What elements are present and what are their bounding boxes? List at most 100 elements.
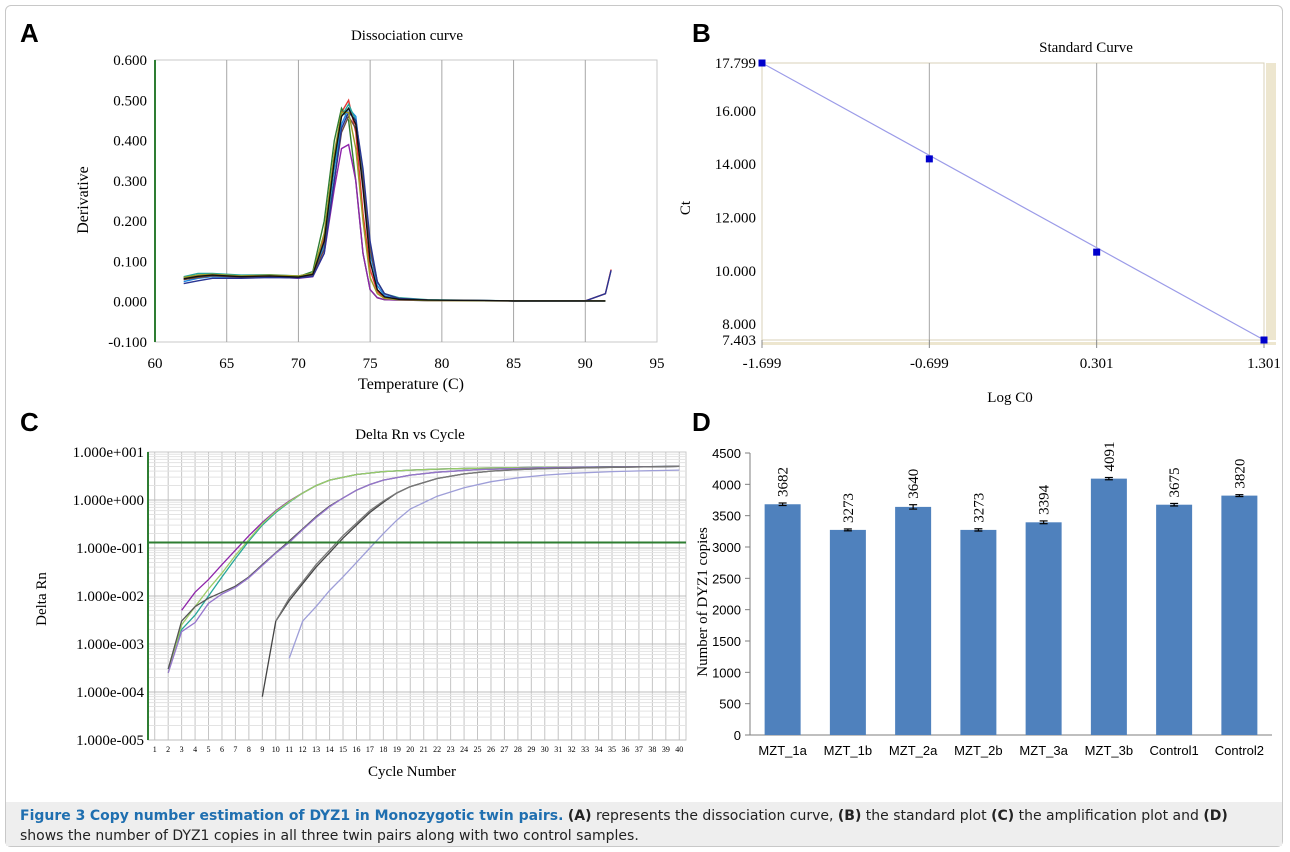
- chart-c-x-tick-label: 19: [393, 745, 401, 754]
- chart-c-y-tick-label: 1.000e-001: [76, 541, 144, 557]
- chart-a-y-tick-label: 0.500: [113, 93, 147, 109]
- chart-d-value-label: 4091: [1102, 442, 1118, 472]
- chart-c-y-tick-label: 1.000e-005: [76, 733, 144, 749]
- chart-c-x-tick-label: 20: [406, 745, 414, 754]
- chart-d-value-label: 3682: [776, 467, 792, 497]
- chart-b-x-tick-label: 0.301: [1080, 356, 1114, 372]
- chart-c-x-tick-label: 22: [433, 745, 441, 754]
- chart-c-x-tick-label: 34: [595, 745, 603, 754]
- chart-c-title: Delta Rn vs Cycle: [355, 427, 465, 443]
- chart-b-data-point: [925, 155, 933, 163]
- panel-letter-a: A: [20, 18, 39, 48]
- panel-letter-c: C: [20, 407, 39, 437]
- chart-d-bar: [764, 504, 801, 735]
- chart-d-x-tick-label: MZT_3b: [1085, 743, 1133, 758]
- chart-c-x-tick-label: 10: [272, 745, 280, 754]
- chart-b-x-tick-label: 1.301: [1247, 356, 1281, 372]
- caption-text-a: represents the dissociation curve,: [591, 808, 838, 824]
- chart-c-x-tick-label: 33: [581, 745, 589, 754]
- chart-d-value-label: 3820: [1232, 459, 1248, 489]
- chart-b-x-label: Log C0: [987, 390, 1032, 406]
- chart-c-x-tick-label: 9: [260, 745, 264, 754]
- figure-frame: [5, 5, 1283, 847]
- chart-d-bar: [1090, 478, 1127, 735]
- chart-c-x-tick-label: 29: [527, 745, 535, 754]
- caption-ref-c: (C): [991, 808, 1015, 824]
- chart-b-frame-band-bottom: [762, 342, 1276, 345]
- chart-d-bar: [895, 506, 932, 735]
- chart-b-y-tick-label: 8.000: [722, 317, 756, 333]
- chart-c-x-tick-label: 17: [366, 745, 374, 754]
- chart-d-x-tick-label: Control1: [1150, 743, 1199, 758]
- chart-d-value-label: 3273: [971, 493, 987, 523]
- chart-c-x-tick-label: 8: [247, 745, 251, 754]
- chart-c-y-tick-label: 1.000e-004: [76, 685, 144, 701]
- chart-b-y-tick-label: 7.403: [722, 333, 756, 349]
- chart-b-y-tick-label: 10.000: [715, 264, 756, 280]
- chart-c-x-tick-label: 11: [285, 745, 293, 754]
- chart-c-x-tick-label: 3: [180, 745, 184, 754]
- chart-d-y-tick-label: 3000: [712, 540, 741, 555]
- chart-b-y-label: Ct: [678, 200, 694, 215]
- chart-c-x-tick-label: 5: [207, 745, 211, 754]
- chart-d-value-label: 3640: [906, 469, 922, 499]
- chart-c-y-tick-label: 1.000e+000: [73, 493, 144, 509]
- chart-d-value-label: 3394: [1037, 484, 1053, 515]
- chart-panel-d: 0 500 1000 1500 2000 2500 3000 3500 4000 4500 368…: [695, 442, 1272, 758]
- chart-a-y-label: Derivative: [75, 166, 92, 234]
- chart-b-data-point: [1093, 248, 1101, 256]
- chart-d-x-tick-label: MZT_3a: [1019, 743, 1068, 758]
- chart-a-x-tick-label: 75: [363, 356, 378, 372]
- chart-c-y-tick-label: 1.000e-003: [76, 637, 144, 653]
- chart-panel-b: Standard Curve 17.799 16.000 14.000 12.000 1…: [678, 40, 1281, 406]
- chart-d-y-tick-label: 4000: [712, 477, 741, 492]
- chart-b-x-tick-label: -1.699: [743, 356, 782, 372]
- chart-b-title: Standard Curve: [1039, 40, 1133, 56]
- chart-c-x-tick-label: 32: [568, 745, 576, 754]
- chart-d-bar: [1221, 495, 1258, 735]
- chart-b-y-tick-label: 14.000: [715, 157, 756, 173]
- chart-c-x-tick-label: 7: [233, 745, 237, 754]
- chart-a-series-line: [183, 107, 606, 302]
- figure-caption: Figure 3 Copy number estimation of DYZ1 …: [20, 806, 1270, 846]
- chart-c-y-tick-label: 1.000e+001: [73, 445, 144, 461]
- chart-b-data-point: [1260, 336, 1268, 344]
- chart-c-y-tick-label: 1.000e-002: [76, 589, 144, 605]
- chart-a-y-tick-label: -0.100: [108, 335, 147, 351]
- chart-a-y-tick-label: 0.400: [113, 134, 147, 150]
- caption-title: Copy number estimation of DYZ1 in Monozy…: [89, 808, 564, 824]
- caption-ref-d: (D): [1203, 808, 1228, 824]
- chart-d-bar: [829, 529, 866, 735]
- caption-background: [6, 802, 1282, 846]
- chart-c-x-tick-label: 4: [193, 745, 197, 754]
- panel-letter-d: D: [692, 407, 711, 437]
- chart-c-x-tick-label: 14: [326, 745, 334, 754]
- chart-c-x-tick-label: 36: [621, 745, 629, 754]
- chart-b-y-tick-label: 16.000: [715, 104, 756, 120]
- chart-d-x-tick-label: MZT_1a: [758, 743, 807, 758]
- chart-c-x-label: Cycle Number: [368, 764, 456, 780]
- chart-c-series-line: [288, 469, 680, 659]
- chart-d-bar: [1025, 522, 1062, 735]
- chart-panel-c: Delta Rn vs Cycle 1.000e+001 1.000e+000 1.…: [34, 427, 687, 780]
- chart-c-x-tick-label: 35: [608, 745, 616, 754]
- chart-c-x-tick-label: 15: [339, 745, 347, 754]
- chart-d-value-label: 3273: [841, 493, 857, 523]
- chart-c-x-tick-label: 25: [474, 745, 482, 754]
- caption-text-d: shows the number of DYZ1 copies in all t…: [20, 828, 639, 844]
- chart-a-x-tick-label: 65: [219, 356, 234, 372]
- chart-b-frame-band: [1266, 63, 1276, 340]
- chart-d-y-tick-label: 500: [719, 697, 741, 712]
- chart-b-x-tick-label: -0.699: [910, 356, 949, 372]
- chart-d-bar: [960, 529, 997, 735]
- chart-d-bar: [1156, 504, 1193, 735]
- chart-d-y-tick-label: 1500: [712, 634, 741, 649]
- chart-c-x-tick-label: 30: [541, 745, 549, 754]
- chart-d-y-tick-label: 2500: [712, 571, 741, 586]
- chart-d-x-tick-label: Control2: [1215, 743, 1264, 758]
- chart-c-x-tick-label: 27: [500, 745, 508, 754]
- chart-a-x-label: Temperature (C): [358, 376, 464, 393]
- chart-c-x-tick-label: 24: [460, 745, 468, 754]
- chart-c-x-tick-label: 13: [312, 745, 320, 754]
- chart-c-series-line: [275, 465, 680, 622]
